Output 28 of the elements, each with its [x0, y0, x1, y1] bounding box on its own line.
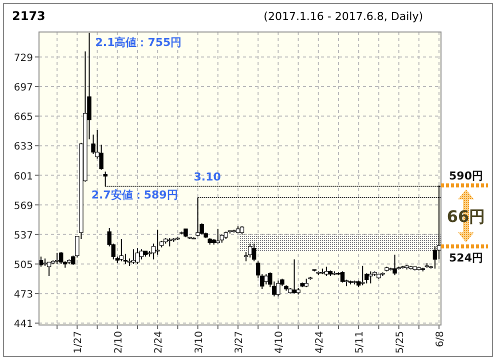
x-tick-label: 1/27 [73, 331, 84, 354]
x-tick-label: 5/11 [354, 331, 366, 354]
y-tick-label: 441 [14, 319, 33, 330]
y-tick-label: 665 [14, 112, 33, 124]
x-tick-label: 2/24 [154, 331, 165, 354]
y-tick-label: 601 [14, 171, 33, 182]
annotation: 524円 [449, 251, 483, 264]
y-tick-label: 473 [14, 290, 33, 301]
x-tick-label: 2/10 [113, 331, 124, 354]
annotation: 3.10 [194, 170, 222, 184]
x-tick-label: 3/27 [234, 331, 245, 354]
y-tick-label: 697 [14, 82, 33, 94]
x-tick-label: 4/10 [274, 331, 286, 354]
x-tick-label: 4/24 [314, 331, 326, 354]
annotation: 2.1高値：755円 [95, 36, 182, 49]
text: 66円 [446, 206, 486, 226]
annotation: 590円 [449, 169, 483, 182]
y-tick-label: 505 [14, 260, 33, 271]
y-tick-label: 569 [14, 200, 33, 212]
y-tick-label: 729 [14, 52, 33, 64]
y-tick-label: 537 [14, 230, 33, 242]
chart-title: 2173 [12, 9, 46, 23]
x-tick-label: 3/10 [194, 331, 205, 354]
x-tick-label: 5/25 [394, 331, 406, 354]
x-tick-label: 6/8 [434, 331, 446, 348]
chart-subtitle: (2017.1.16 - 2017.6.8, Daily) [264, 10, 423, 23]
ref-line-label: 2.7安値：589円 [91, 188, 178, 202]
y-tick-label: 633 [14, 142, 33, 153]
